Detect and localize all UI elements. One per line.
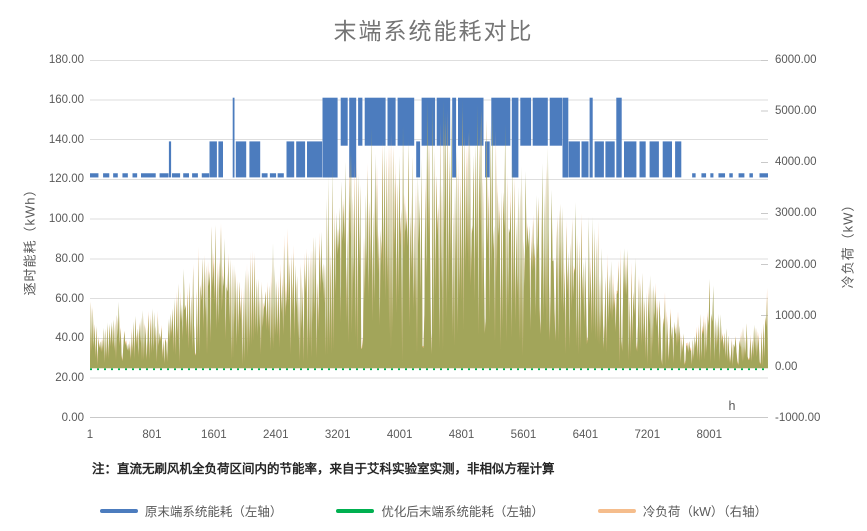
- legend-label: 冷负荷（kW）（右轴）: [642, 505, 768, 519]
- x-axis-title: h: [728, 399, 736, 413]
- legend-label: 原末端系统能耗（左轴）: [144, 505, 283, 519]
- axis-tick-label: 8001: [696, 429, 723, 441]
- axis-tick-label: 2000.00: [775, 258, 817, 271]
- axis-tick-label: 180.00: [48, 54, 84, 66]
- legend-swatch-1: [336, 508, 375, 513]
- axis-tick-label: 801: [142, 429, 162, 441]
- axis-tick-label: 5601: [510, 429, 537, 441]
- left-axis-tick-labels: 180.00 160.00 140.00 120.00 100.00 80.00 60.00…: [18, 54, 84, 424]
- axis-tick-label: 20.00: [55, 372, 84, 385]
- axis-tick-label: 3000.00: [775, 207, 817, 220]
- axis-tick-label: 4801: [448, 429, 475, 441]
- axis-tick-label: 40.00: [55, 332, 84, 345]
- axis-tick-label: 160.00: [48, 93, 84, 106]
- axis-tick-label: 140.00: [48, 133, 84, 146]
- axis-tick-label: 60.00: [55, 292, 84, 305]
- left-axis-title: 逐时能耗（kWh）: [22, 182, 38, 296]
- legend-item-optimized: 优化后末端系统能耗（左轴）: [336, 501, 544, 520]
- axis-tick-label: 1: [86, 429, 94, 441]
- right-axis-title: 冷负荷（kW）: [840, 197, 856, 289]
- axis-tick-label: 0.00: [61, 412, 84, 424]
- legend-swatch-0: [99, 508, 138, 513]
- plot-area: [90, 60, 768, 418]
- legend: 原末端系统能耗（左轴） 优化后末端系统能耗（左轴） 冷负荷（kW）（右轴）: [0, 501, 867, 520]
- legend-item-original: 原末端系统能耗（左轴）: [99, 501, 283, 520]
- axis-tick-label: 1000.00: [775, 309, 817, 322]
- axis-tick-label: -1000.00: [775, 412, 821, 424]
- axis-tick-label: 4001: [386, 429, 413, 441]
- axis-tick-label: 80.00: [55, 252, 84, 265]
- footnote-prefix: 注：: [92, 462, 118, 476]
- axis-tick-label: 6401: [572, 429, 599, 441]
- axis-tick-label: 6000.00: [775, 54, 817, 66]
- right-axis-tick-labels: 6000.00 5000.00 4000.00 3000.00 2000.00 1000.…: [775, 54, 855, 424]
- axis-tick-label: 100.00: [48, 213, 84, 226]
- axis-tick-label: 1601: [201, 429, 227, 441]
- x-axis-tick-labels: 1 801 1601 2401 3201 4001 4801 5601 6401 7201 8001: [87, 427, 768, 443]
- footnote: 注：直流无刷风机全负荷区间内的节能率，来自于艾科实验室实测，非相似方程计算: [92, 458, 555, 477]
- chart-title: 末端系统能耗对比: [333, 19, 534, 45]
- axis-tick-label: 0.00: [775, 360, 798, 373]
- axis-tick-label: 2401: [262, 429, 289, 441]
- legend-swatch-2: [597, 508, 636, 513]
- axis-tick-label: 120.00: [48, 173, 84, 186]
- axis-tick-label: 3201: [324, 429, 351, 441]
- axis-tick-label: 7201: [634, 429, 661, 441]
- legend-item-load: 冷负荷（kW）（右轴）: [597, 501, 768, 520]
- axis-tick-label: 4000.00: [775, 156, 817, 169]
- footnote-text: 直流无刷风机全负荷区间内的节能率，来自于艾科实验室实测，非相似方程计算: [117, 462, 555, 476]
- axis-tick-label: 5000.00: [775, 105, 817, 118]
- legend-label: 优化后末端系统能耗（左轴）: [381, 505, 544, 519]
- plot-svg: [90, 60, 768, 418]
